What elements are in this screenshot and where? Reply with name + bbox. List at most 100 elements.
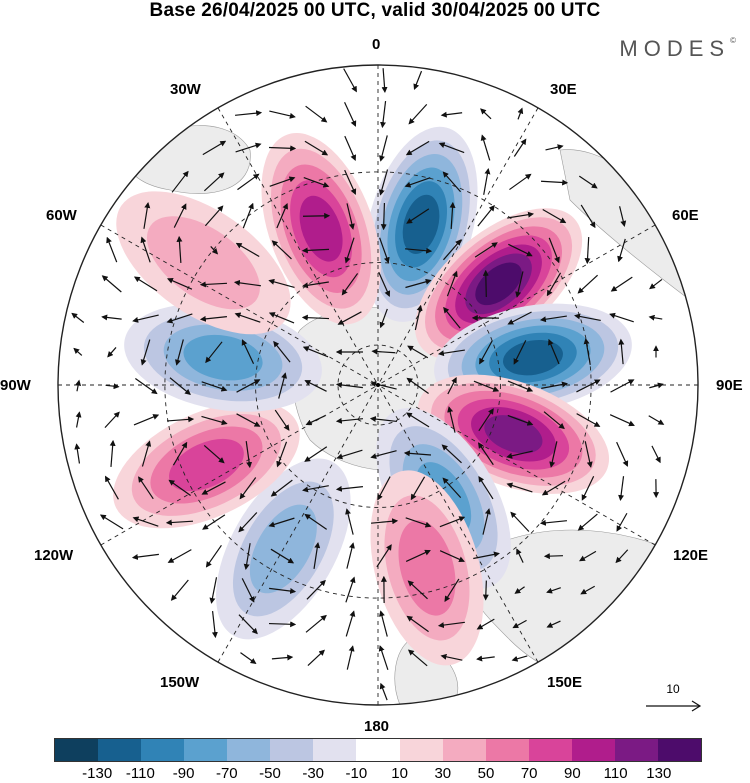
flow-vector-arrow [236,379,261,393]
flow-vector-arrow [73,347,83,356]
flow-vector-arrow [307,649,325,667]
flow-vector-arrow [507,211,535,219]
flow-vector-arrow [610,276,633,292]
flow-vector-arrow [477,204,495,227]
flow-vector-arrow [278,372,287,399]
brand-logo: MODES© [619,36,736,62]
lon-label-150e: 150E [547,674,583,691]
lon-label-90e: 90E [716,377,743,394]
colorbar-segment [571,739,615,761]
colorbar-segment [399,739,443,761]
flow-vector-arrow [413,70,423,91]
flow-vector-arrow [268,517,295,528]
flow-vector-arrow [379,682,388,701]
colorbar-tick-label: 70 [520,765,538,782]
flow-vector-arrow [403,450,432,457]
flow-vector-arrow [233,279,261,287]
flow-vector-arrow [577,513,598,531]
flow-vector-arrow [514,586,525,594]
flow-vector-arrow [238,614,258,635]
flow-vector-arrow [138,476,154,500]
flow-vector-arrow [404,177,431,188]
colorbar-tick-label: 110 [603,765,628,782]
lon-label-150w: 150W [160,674,200,691]
flow-vector-arrow [169,377,191,396]
flow-vector-arrow [414,304,423,331]
colorbar-segment [98,739,142,761]
flow-vector-arrow [337,311,362,325]
flow-vector-arrow [135,378,158,395]
reference-arrow-icon [646,700,702,712]
flow-vector-arrow [304,380,327,392]
flow-vector-arrow [507,414,534,426]
flow-vector-arrow [174,339,184,366]
flow-vector-arrow [371,348,396,355]
flow-vector-arrow [341,273,359,296]
colorbar-tick-label: -130 [82,765,113,782]
flow-vector-arrow [379,237,390,264]
flow-vector-arrow [211,611,218,639]
flow-vector-arrow [343,68,357,93]
lon-label-0: 0 [372,36,381,53]
anomaly-contour [299,195,343,262]
colorbar-segment [227,739,271,761]
flow-vector-arrow [173,203,187,228]
flow-vector-arrow [304,140,329,156]
brand-mark: © [730,36,736,45]
flow-vector-arrow [235,242,260,258]
flow-vector-arrow [407,580,428,600]
anomaly-contour [398,520,456,616]
flow-vector-arrow [344,101,357,127]
flow-vector-arrow [243,543,251,571]
flow-vector-arrow [141,440,152,467]
flow-vector-arrow [376,544,392,568]
flow-vector-arrow [301,247,330,254]
colorbar-tick-label: -110 [125,765,155,782]
colorbar [54,738,702,762]
flow-vector-arrow [651,445,661,464]
south-pole-marker [376,383,380,387]
flow-vector-arrow [166,416,195,423]
flow-vector-arrow [105,383,120,390]
flow-vector-arrow [541,381,568,389]
flow-vector-arrow [377,476,391,501]
flow-vector-arrow [370,381,397,390]
flow-vector-arrow [616,512,628,532]
colorbar-tick-label: 130 [646,765,672,782]
colorbar-tick-label: -10 [345,765,368,782]
flow-vector-arrow [241,339,255,365]
flow-vector-arrow [437,621,465,629]
flow-vector-arrow [581,476,595,501]
flow-vector-arrow [480,134,491,161]
flow-vector-arrow [443,306,461,329]
flow-vector-arrow [313,541,321,569]
reference-vector-label: 10 [666,682,680,696]
flow-vector-arrow [615,549,629,564]
flow-vector-arrow [345,610,356,637]
map-disc-content [58,65,698,705]
flow-vector-arrow [270,479,293,497]
flow-vector-arrow [576,379,601,393]
lon-label-120e: 120E [673,547,709,564]
flow-vector-arrow [447,406,456,433]
flow-vector-arrow [482,580,489,601]
flow-vector-arrow [140,339,151,366]
anomaly-contour [183,334,263,381]
flow-vector-arrow [609,312,634,323]
flow-vector-arrow [205,544,222,568]
flow-vector-arrow [378,169,389,196]
flow-vector-arrow [405,549,431,562]
flow-vector-arrow [539,519,567,526]
flow-vector-arrow [542,208,567,224]
flow-vector-arrow [404,247,433,254]
flow-vector-arrow [199,315,227,322]
flow-vector-arrow [74,443,81,464]
anomaly-field [113,126,632,666]
flow-vector-arrow [101,314,122,321]
flow-vector-arrow [271,654,294,661]
flow-vector-arrow [549,441,558,468]
flow-vector-arrow [473,380,500,392]
flow-vector-arrow [648,415,665,425]
flow-vector-arrow [236,413,261,427]
flow-vector-arrow [619,206,627,227]
